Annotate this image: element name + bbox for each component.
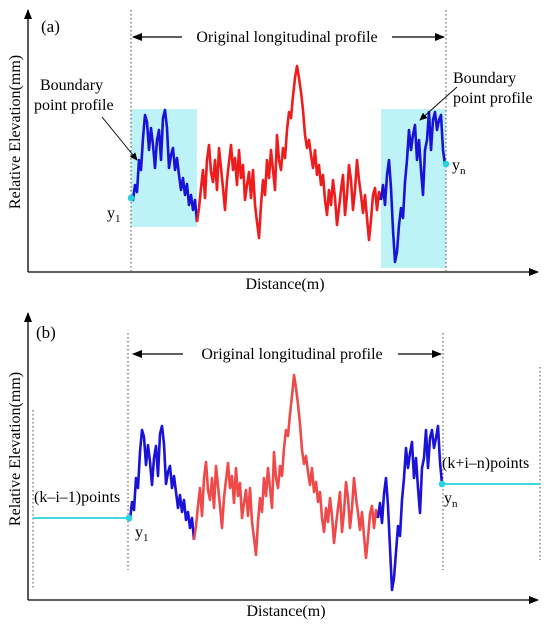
panel-b-original-curve xyxy=(192,373,380,560)
panel-a-boundary-right-line1: Boundary xyxy=(453,70,516,87)
panel-a-yn-point xyxy=(442,160,450,168)
panel-b-yn-label: yn xyxy=(444,490,458,510)
panel-a-boundary-right-pointer xyxy=(419,86,458,121)
panel-b: Original longitudinal profile (b) (k–i–1… xyxy=(7,312,541,620)
panel-a-boundary-left-line1: Boundary xyxy=(40,77,103,94)
panel-b-left-boundary-curve xyxy=(127,424,196,541)
panel-a-left-boundary-curve xyxy=(130,108,199,223)
panel-a-x-axis-label: Distance(m) xyxy=(245,276,324,293)
panel-a-yn-label: yn xyxy=(452,157,466,177)
panel-b-left-points-label: (k–i–1)points xyxy=(34,489,120,506)
panel-a-y1-label: y1 xyxy=(107,205,121,225)
panel-a-profile-label: Original longitudinal profile xyxy=(196,29,377,46)
panel-a-label: (a) xyxy=(41,17,60,36)
panel-b-right-boundary-curve xyxy=(376,424,444,592)
panel-a-original-curve xyxy=(195,64,383,242)
panel-b-y1-label: y1 xyxy=(135,524,149,544)
panel-b-y-axis-label: Relative Elevation(mm) xyxy=(7,372,24,526)
panel-b-x-axis-label: Distance(m) xyxy=(246,603,325,620)
panel-a-right-boundary-curve xyxy=(379,110,447,264)
panel-b-y1-point xyxy=(125,514,133,522)
panel-b-yn-point xyxy=(438,480,446,488)
panel-a-y1-point xyxy=(127,194,135,202)
panel-b-profile-label: Original longitudinal profile xyxy=(201,346,382,363)
panel-b-label: (b) xyxy=(36,323,56,342)
panel-b-right-points-label: (k+i–n)points xyxy=(442,455,529,472)
panel-a: Original longitudinal profile (a) Bounda… xyxy=(7,9,539,293)
panel-a-boundary-right-line2: point profile xyxy=(453,90,533,107)
panel-a-boundary-left-pointer xyxy=(101,116,138,161)
panel-a-boundary-left-line2: point profile xyxy=(34,97,114,114)
panel-a-y-axis-label: Relative Elevation(mm) xyxy=(7,55,24,209)
